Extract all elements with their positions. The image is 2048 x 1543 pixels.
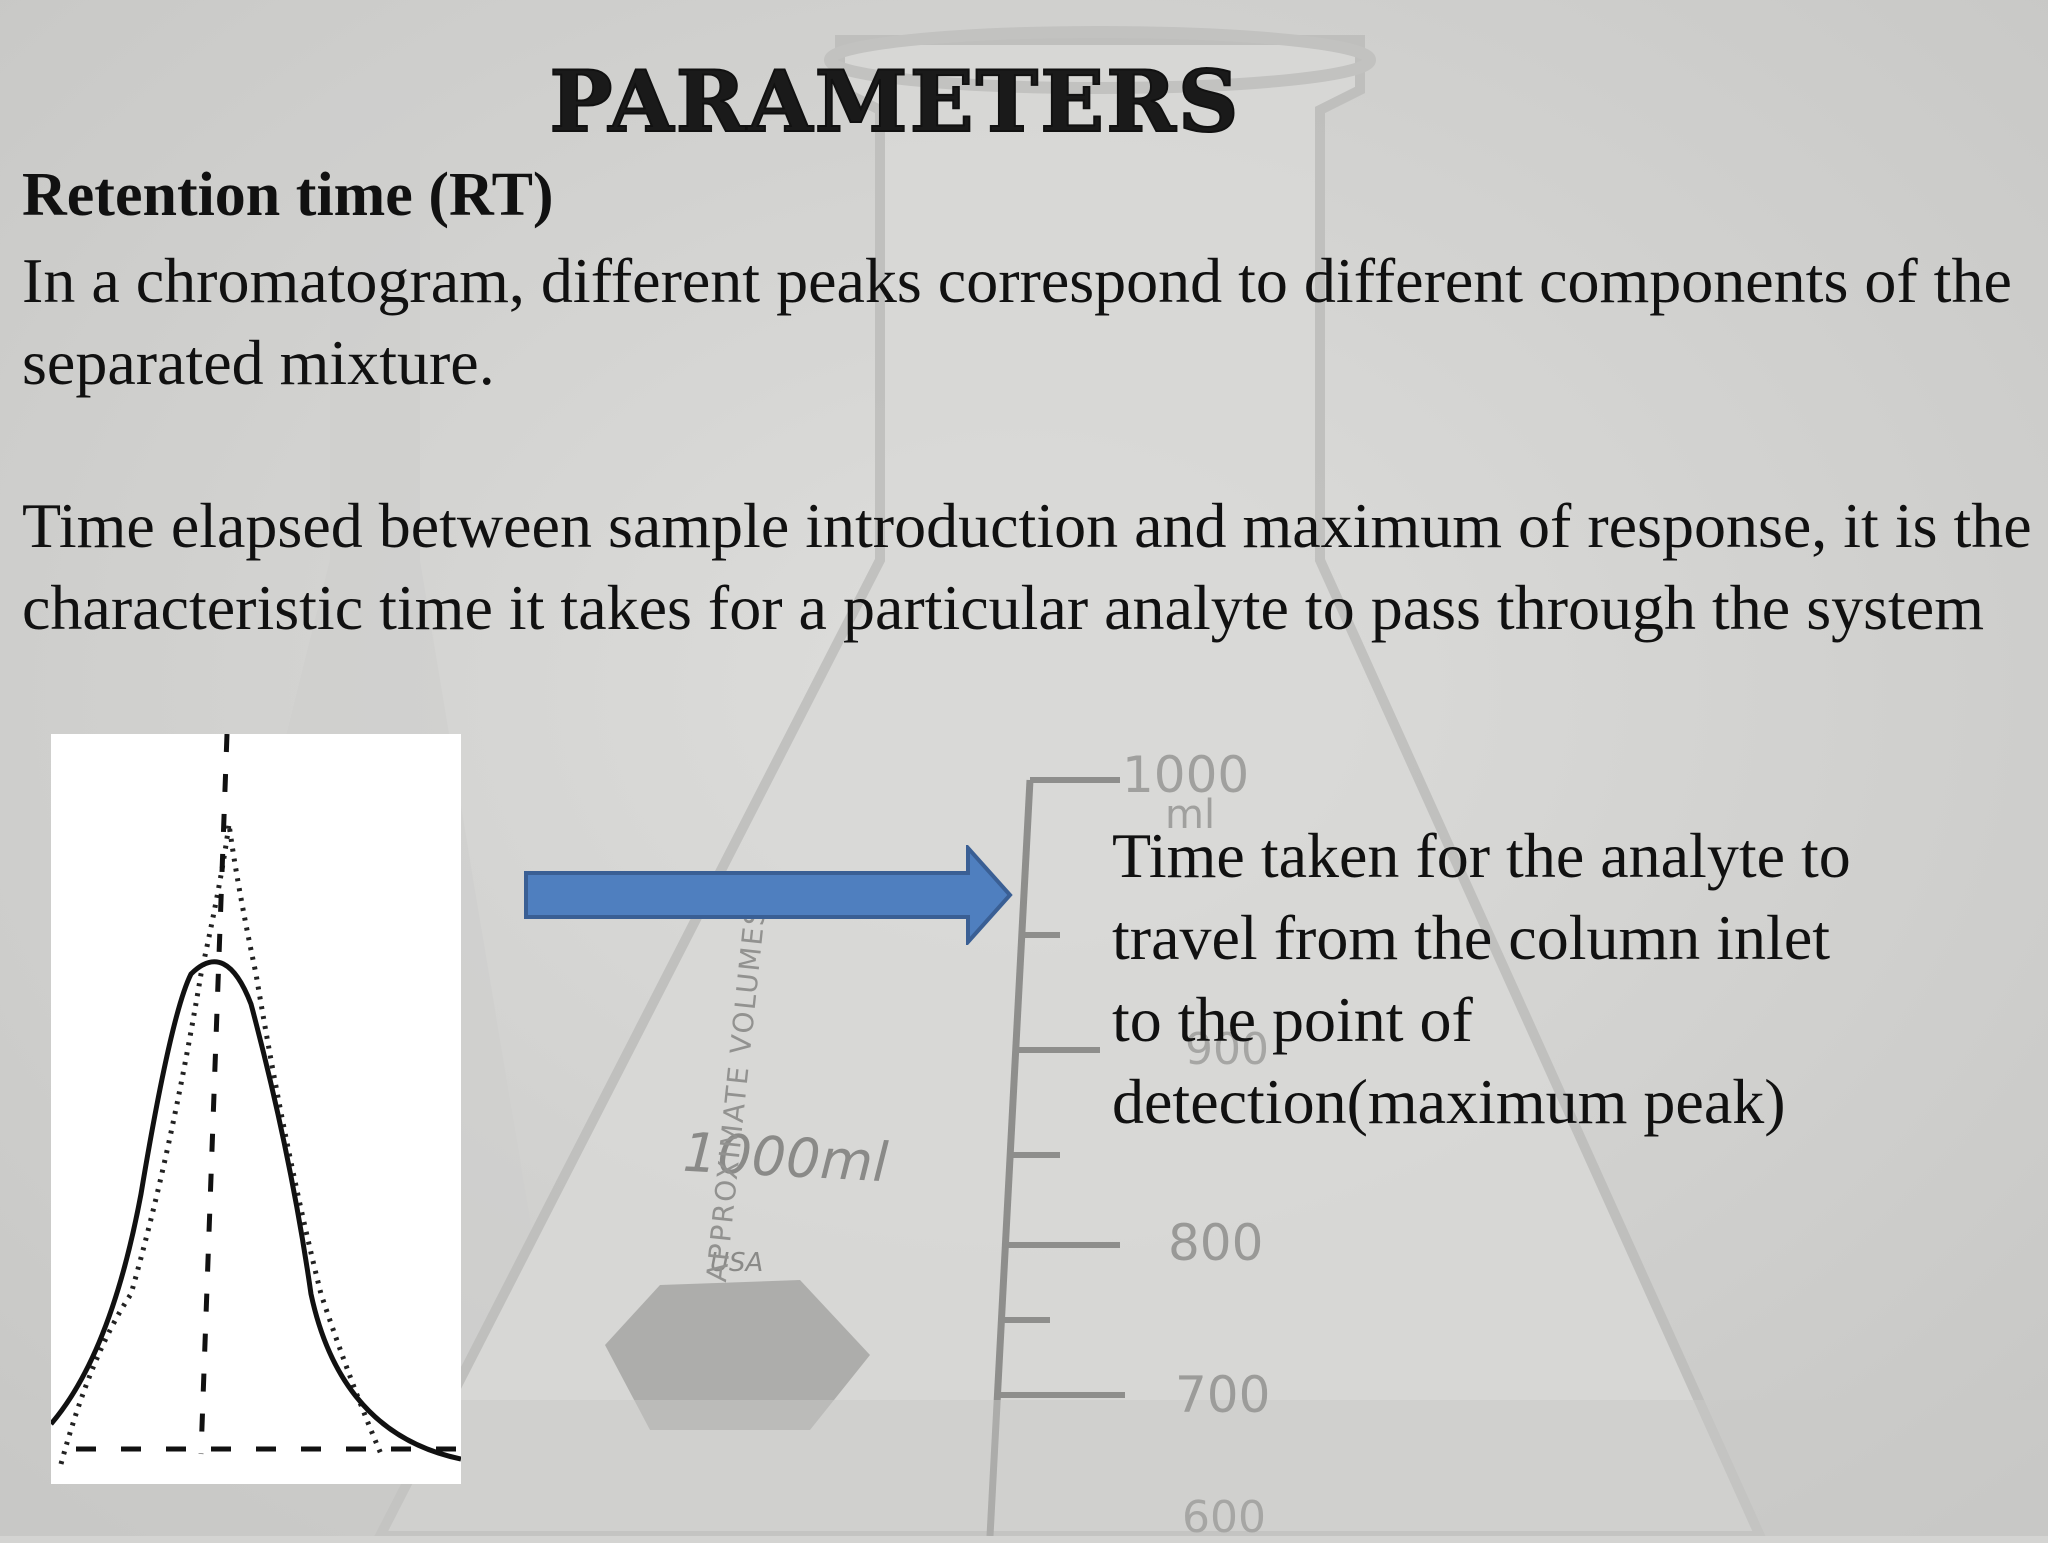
arrow-caption: Time taken for the analyte to travel fro…: [1112, 820, 1851, 1137]
flask-origin-label: USA: [710, 1248, 764, 1278]
flask-mark-600: 600: [1182, 1492, 1266, 1543]
section-heading: Retention time (RT): [22, 161, 554, 229]
flask-mark-1000: 1000: [1122, 746, 1250, 804]
flask-mark-ml: ml: [1165, 792, 1216, 838]
flask-mark-700: 700: [1175, 1366, 1271, 1424]
paragraph-definition: Time elapsed between sample introduction…: [22, 490, 2032, 643]
flask-mark-800: 800: [1168, 1214, 1264, 1272]
chromatogram-peak-drawing: [51, 734, 461, 1465]
paragraph-peaks: In a chromatogram, different peaks corre…: [22, 245, 2012, 398]
slide-title: Parameters: [548, 51, 1241, 152]
flask-mark-900: 900: [1185, 1024, 1269, 1075]
chromatogram-peak-figure: [51, 734, 461, 1484]
right-arrow-icon: [524, 845, 1013, 945]
